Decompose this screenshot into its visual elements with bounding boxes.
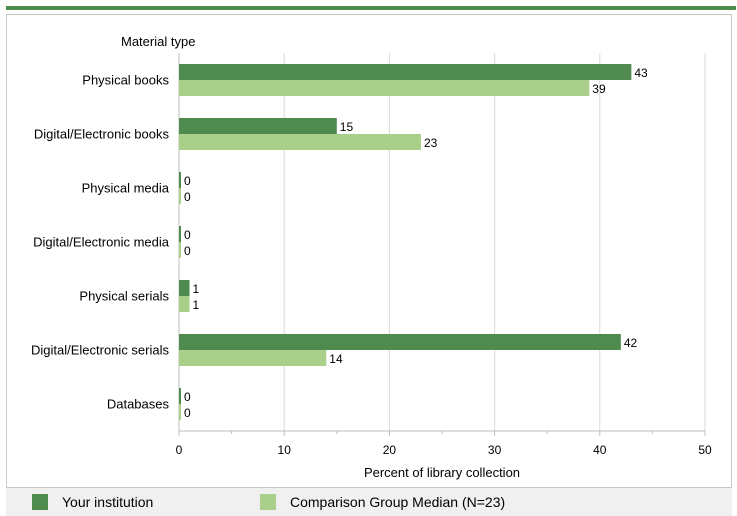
x-tick-label: 30 — [488, 443, 502, 457]
bar — [179, 404, 181, 420]
category-label: Digital/Electronic serials — [31, 343, 169, 358]
data-label: 0 — [184, 174, 191, 188]
data-label: 23 — [424, 136, 438, 150]
data-label: 0 — [184, 190, 191, 204]
data-label: 39 — [592, 82, 606, 96]
data-label: 14 — [329, 352, 343, 366]
data-label: 1 — [193, 298, 200, 312]
legend-swatch — [260, 494, 276, 510]
data-label: 0 — [184, 406, 191, 420]
data-label: 0 — [184, 390, 191, 404]
bar — [179, 334, 621, 350]
category-axis-title: Material type — [121, 34, 195, 49]
data-label: 43 — [634, 66, 648, 80]
x-axis-title: Percent of library collection — [364, 465, 520, 480]
x-tick-labels: 0 10 20 30 40 50 — [176, 443, 712, 457]
chart-area: Material type 43 39 15 23 0 0 0 0 1 1 42 14 0 0 Physi… — [6, 14, 732, 488]
bar — [179, 280, 190, 296]
legend-label: Comparison Group Median (N=23) — [290, 494, 506, 510]
bar — [179, 188, 181, 204]
x-tick-label: 20 — [383, 443, 397, 457]
bar — [179, 80, 590, 96]
gridlines — [178, 53, 706, 436]
bar — [179, 64, 632, 80]
data-label: 15 — [340, 120, 354, 134]
data-label: 0 — [184, 244, 191, 258]
data-label: 0 — [184, 228, 191, 242]
category-label: Digital/Electronic books — [34, 127, 170, 142]
category-labels: Physical books Digital/Electronic books Ph… — [31, 73, 170, 412]
data-label: 1 — [193, 282, 200, 296]
category-label: Databases — [107, 397, 170, 412]
category-label: Physical books — [82, 73, 169, 88]
x-tick-label: 50 — [698, 443, 712, 457]
legend-item-your-institution: Your institution — [32, 494, 153, 510]
bar — [179, 172, 181, 188]
x-tick-label: 40 — [593, 443, 607, 457]
bar — [179, 226, 181, 242]
bar — [179, 296, 190, 312]
category-label: Physical media — [82, 181, 170, 196]
bar — [179, 350, 327, 366]
legend: Your institution Comparison Group Median… — [6, 488, 732, 516]
legend-label: Your institution — [62, 494, 154, 510]
bar — [179, 388, 181, 404]
category-label: Digital/Electronic media — [33, 235, 170, 250]
x-tick-label: 0 — [176, 443, 183, 457]
bar — [179, 242, 181, 258]
bars: 43 39 15 23 0 0 0 0 1 1 42 14 0 0 — [179, 64, 648, 420]
legend-swatch — [32, 494, 48, 510]
top-accent-rule — [6, 6, 736, 10]
data-label: 42 — [624, 336, 638, 350]
bar — [179, 134, 421, 150]
x-tick-label: 10 — [278, 443, 292, 457]
legend-item-comparison-median: Comparison Group Median (N=23) — [260, 494, 505, 510]
category-label: Physical serials — [79, 289, 169, 304]
bar-chart: Material type 43 39 15 23 0 0 0 0 1 1 42 14 0 0 Physi… — [31, 34, 712, 480]
bar — [179, 118, 337, 134]
